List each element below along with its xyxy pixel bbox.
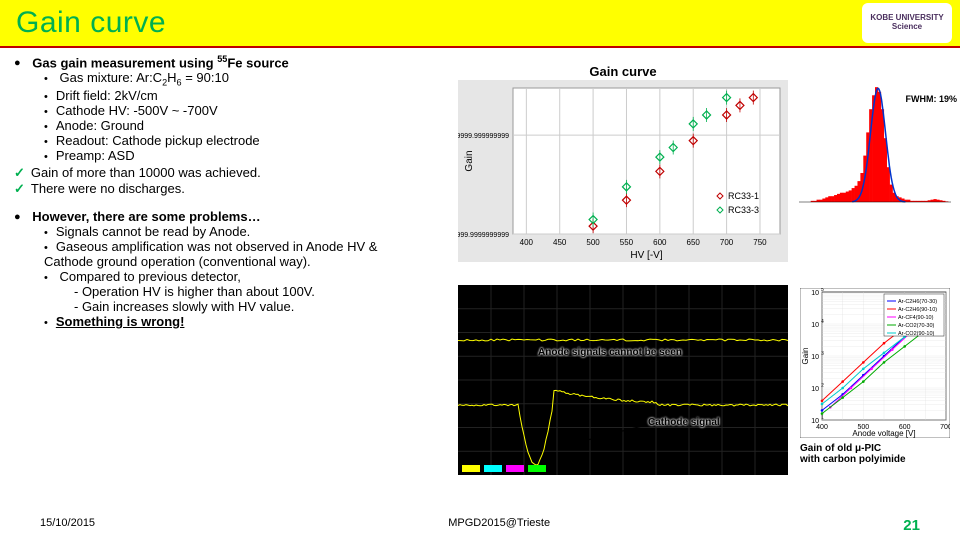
- chart-title: Gain curve: [589, 64, 656, 79]
- svg-text:RC33-3: RC33-3: [728, 205, 759, 215]
- svg-text:550: 550: [620, 238, 634, 247]
- oscilloscope-screenshot: Anode signals cannot be seen Cathode sig…: [458, 285, 788, 475]
- svg-text:400: 400: [816, 424, 828, 431]
- page-number: 21: [903, 517, 920, 534]
- svg-text:10: 10: [811, 322, 819, 329]
- svg-text:3: 3: [821, 351, 824, 357]
- sub-item: Gaseous amplification was not observed i…: [44, 239, 424, 269]
- old-gain-chart: 101102103104105400500600700Anode voltage…: [800, 288, 950, 438]
- svg-text:400: 400: [520, 238, 534, 247]
- svg-text:Gain: Gain: [801, 348, 810, 365]
- svg-text:750: 750: [753, 238, 767, 247]
- svg-text:5: 5: [821, 288, 824, 293]
- title-bar: Gain curve KOBE UNIVERSITY Science: [0, 0, 960, 48]
- svg-text:RC33-1: RC33-1: [728, 191, 759, 201]
- old-chart-caption: Gain of old μ-PIC with carbon polyimide: [800, 443, 950, 465]
- svg-text:450: 450: [553, 238, 567, 247]
- university-logo: KOBE UNIVERSITY Science: [862, 3, 952, 43]
- svg-text:HV [-V]: HV [-V]: [630, 250, 662, 261]
- scope-annotation-1: Anode signals cannot be seen: [538, 347, 682, 358]
- svg-text:Ar-C2H6(90-10): Ar-C2H6(90-10): [898, 307, 937, 313]
- svg-text:600: 600: [653, 238, 667, 247]
- svg-text:2: 2: [821, 383, 824, 389]
- svg-text:Ar-CO2(90-10): Ar-CO2(90-10): [898, 331, 935, 337]
- svg-text:10: 10: [811, 354, 819, 361]
- svg-text:Gain: Gain: [464, 150, 475, 171]
- footer-conference: MPGD2015@Trieste: [448, 517, 550, 534]
- fwhm-annotation: FWHM: 19%: [906, 94, 958, 104]
- footer: 15/10/2015 MPGD2015@Trieste 21: [0, 517, 960, 534]
- svg-text:999.9999999999: 999.9999999999: [458, 232, 509, 239]
- svg-text:Ar-CO2(70-30): Ar-CO2(70-30): [898, 323, 935, 329]
- svg-text:Ar-CF4(90-10): Ar-CF4(90-10): [898, 315, 934, 321]
- svg-text:1: 1: [821, 415, 824, 421]
- gain-curve-chart: Gain curve 400450500550600650700750999.9…: [458, 80, 788, 262]
- svg-text:700: 700: [940, 424, 950, 431]
- svg-text:Anode voltage [V]: Anode voltage [V]: [852, 429, 915, 438]
- scope-annotation-2: Cathode signal: [648, 417, 720, 428]
- svg-text:Ar-C2H6(70-30): Ar-C2H6(70-30): [898, 299, 937, 305]
- footer-date: 15/10/2015: [40, 517, 95, 534]
- svg-text:9999.999999999: 9999.999999999: [458, 133, 509, 140]
- svg-text:4: 4: [821, 319, 824, 325]
- svg-text:650: 650: [687, 238, 701, 247]
- fwhm-histogram: FWHM: 19%: [795, 80, 955, 210]
- svg-text:10: 10: [811, 290, 819, 297]
- svg-text:500: 500: [586, 238, 600, 247]
- slide-title: Gain curve: [16, 6, 166, 40]
- svg-text:10: 10: [811, 386, 819, 393]
- svg-text:700: 700: [720, 238, 734, 247]
